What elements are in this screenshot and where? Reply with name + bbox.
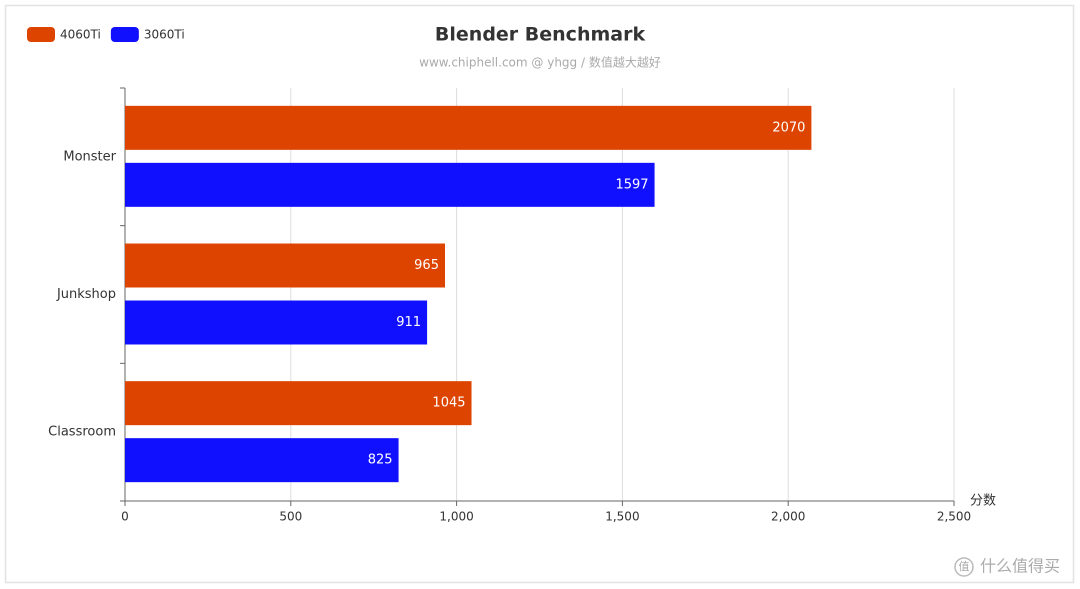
- bar-value-label: 2070: [772, 120, 805, 135]
- bar-value-label: 1597: [615, 177, 648, 192]
- bar: [125, 438, 399, 483]
- bar: [125, 381, 472, 426]
- bar: [125, 300, 428, 345]
- y-tick-label: Junkshop: [56, 287, 116, 302]
- x-tick-label: 1,500: [605, 510, 639, 524]
- x-axis-label: 分数: [970, 494, 996, 509]
- bar-value-label: 911: [396, 315, 421, 330]
- y-tick-label: Classroom: [48, 425, 116, 440]
- bar-value-label: 825: [368, 453, 393, 468]
- legend-swatch: [110, 27, 139, 42]
- legend-label: 4060Ti: [60, 28, 101, 42]
- x-tick-label: 1,000: [439, 510, 473, 524]
- x-tick-label: 2,500: [937, 510, 971, 524]
- bar-value-label: 965: [414, 258, 439, 273]
- x-tick-label: 500: [279, 510, 302, 524]
- bar-value-label: 1045: [432, 396, 465, 411]
- x-tick-label: 2,000: [771, 510, 805, 524]
- legend-label: 3060Ti: [144, 28, 185, 42]
- chart-subtitle: www.chiphell.com @ yhgg / 数值越大越好: [419, 55, 661, 70]
- bar: [125, 105, 812, 150]
- x-tick-label: 0: [121, 510, 129, 524]
- watermark-icon: 值: [959, 560, 970, 573]
- y-tick-label: Monster: [63, 149, 116, 164]
- bar: [125, 162, 655, 207]
- watermark-icon-ring: [954, 557, 974, 577]
- frame: [4, 4, 1075, 584]
- bar: [125, 243, 445, 288]
- chart-title: Blender Benchmark: [435, 24, 646, 46]
- watermark: 什么值得买: [980, 557, 1060, 576]
- legend-swatch: [27, 27, 55, 42]
